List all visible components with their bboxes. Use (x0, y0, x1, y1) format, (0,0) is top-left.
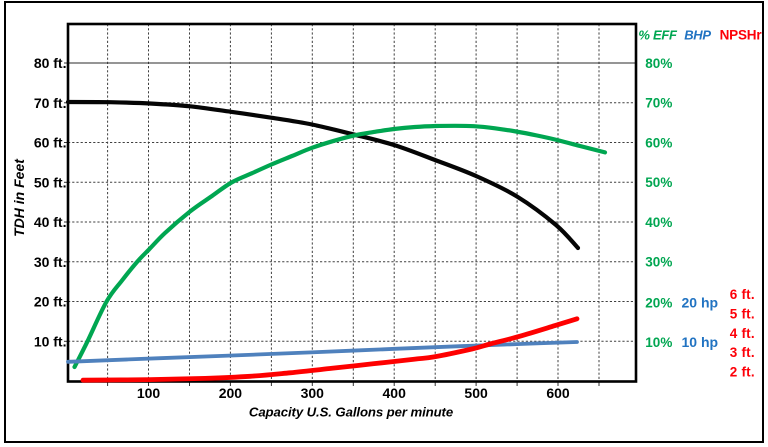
svg-text:50%: 50% (645, 175, 672, 190)
svg-text:20 ft.: 20 ft. (34, 294, 67, 310)
svg-text:600: 600 (546, 385, 570, 401)
svg-text:60 ft.: 60 ft. (34, 135, 67, 151)
svg-text:20%: 20% (645, 295, 672, 310)
svg-text:60%: 60% (645, 135, 672, 150)
svg-text:BHP: BHP (684, 28, 711, 43)
svg-text:2 ft.: 2 ft. (730, 364, 755, 379)
svg-text:400: 400 (383, 385, 407, 401)
svg-text:% EFF: % EFF (638, 28, 678, 43)
svg-text:200: 200 (219, 385, 243, 401)
svg-text:10%: 10% (645, 335, 672, 350)
svg-text:Capacity U.S. Gallons per minu: Capacity U.S. Gallons per minute (249, 405, 453, 420)
svg-text:40 ft.: 40 ft. (34, 214, 67, 230)
svg-text:3 ft.: 3 ft. (730, 345, 755, 360)
svg-text:20 hp: 20 hp (682, 294, 719, 310)
svg-text:6 ft.: 6 ft. (730, 287, 755, 302)
svg-text:NPSHr: NPSHr (720, 28, 763, 43)
svg-text:300: 300 (301, 385, 325, 401)
svg-text:500: 500 (464, 385, 488, 401)
svg-text:80%: 80% (645, 56, 672, 71)
svg-text:30%: 30% (645, 255, 672, 270)
svg-text:70 ft.: 70 ft. (34, 95, 67, 111)
svg-text:100: 100 (137, 385, 161, 401)
svg-text:10 ft.: 10 ft. (34, 333, 67, 349)
svg-text:TDH in Feet: TDH in Feet (11, 158, 27, 237)
svg-text:40%: 40% (645, 215, 672, 230)
svg-text:70%: 70% (645, 96, 672, 111)
svg-text:5 ft.: 5 ft. (730, 307, 755, 322)
svg-text:30 ft.: 30 ft. (34, 254, 67, 270)
svg-text:10 hp: 10 hp (682, 334, 719, 350)
svg-text:4 ft.: 4 ft. (730, 326, 755, 341)
svg-text:80 ft.: 80 ft. (34, 55, 67, 71)
svg-text:50 ft.: 50 ft. (34, 174, 67, 190)
